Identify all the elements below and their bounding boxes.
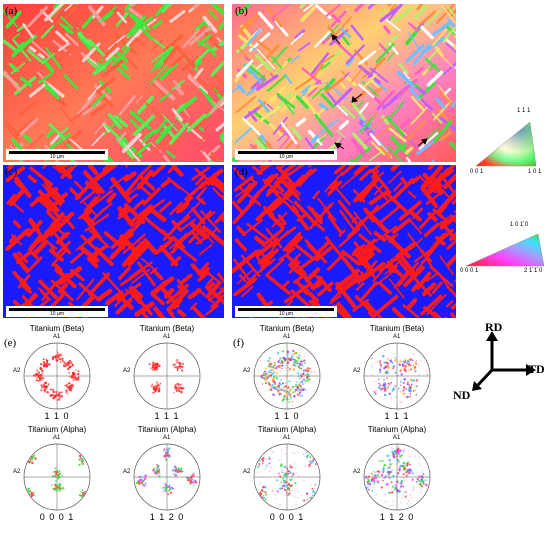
pole-figure-title: Titanium (Beta) — [259, 324, 315, 333]
pole-figure-a2-label: A2 — [353, 368, 361, 374]
ebsd-map-a — [3, 4, 224, 162]
ipf-legend-hex — [465, 233, 545, 267]
pole-figure-index: 1 1 0 — [274, 411, 300, 421]
panel-label-c: (c) — [5, 166, 18, 178]
pole-figure-a2-label: A2 — [123, 469, 131, 475]
pole-figure-a1-label: A1 — [283, 435, 291, 441]
pole-figure-a1-label: A1 — [53, 334, 61, 340]
scale-bar-text: 10 µm — [50, 154, 64, 160]
scale-bar-d: 10 µm — [235, 306, 337, 317]
sample-axes-icon — [472, 331, 536, 391]
ipf-hex-left-label: 0 0 0 1 — [460, 268, 479, 274]
scale-bar-text: 10 µm — [279, 154, 293, 160]
pole-figure-title: Titanium (Beta) — [29, 324, 85, 333]
pole-figure-index: 0 0 0 1 — [269, 512, 305, 522]
phase-map-c — [3, 165, 224, 318]
pole-figure-title: Titanium (Alpha) — [257, 425, 317, 434]
ipf-cubic-right-label: 1 0 1 — [528, 169, 542, 175]
panel-label-f: (f) — [233, 337, 244, 349]
scale-bar-b: 10 µm — [235, 149, 337, 160]
panel-label-b: (b) — [235, 5, 248, 17]
pole-figure-f-1 — [253, 342, 321, 410]
scale-bar-text: 10 µm — [50, 311, 64, 317]
pole-figure-f-2 — [363, 342, 431, 410]
ipf-legend-cubic — [475, 121, 537, 167]
pole-figure-index: 1 1 2 0 — [149, 512, 185, 522]
pole-figure-title: Titanium (Alpha) — [367, 425, 427, 434]
pole-figure-a2-label: A2 — [13, 368, 21, 374]
pole-figure-f-4 — [363, 443, 431, 511]
pole-figure-e-2 — [133, 342, 201, 410]
scale-bar-c: 10 µm — [6, 306, 108, 317]
pole-figure-a2-label: A2 — [243, 368, 251, 374]
pole-figure-a2-label: A2 — [353, 469, 361, 475]
axis-nd-label: ND — [453, 388, 471, 402]
pole-figure-f-3 — [253, 443, 321, 511]
panel-label-d: (d) — [235, 166, 248, 178]
phase-map-d — [232, 165, 456, 318]
pole-figure-index: 1 1 0 — [44, 411, 70, 421]
pole-figure-title: Titanium (Alpha) — [27, 425, 87, 434]
pole-figure-index: 1 1 1 — [384, 411, 410, 421]
panel-label-a: (a) — [5, 5, 18, 17]
scale-bar-a: 10 µm — [6, 149, 108, 160]
pole-figure-title: Titanium (Alpha) — [137, 425, 197, 434]
pole-figure-title: Titanium (Beta) — [369, 324, 425, 333]
ipf-hex-right-label: 2 1̄ 1̄ 0 — [524, 268, 543, 274]
pole-figure-a1-label: A1 — [283, 334, 291, 340]
pole-figure-index: 1 1 2 0 — [379, 512, 415, 522]
pole-figure-a1-label: A1 — [393, 334, 401, 340]
ipf-cubic-left-label: 0 0 1 — [470, 169, 484, 175]
pole-figure-index: 0 0 0 1 — [39, 512, 75, 522]
axis-td-label: TD — [528, 362, 545, 376]
pole-figure-e-1 — [23, 342, 91, 410]
pole-figure-a2-label: A2 — [123, 368, 131, 374]
pole-figure-a1-label: A1 — [53, 435, 61, 441]
ipf-hex-top-label: 1 0 1̄ 0 — [510, 222, 529, 228]
panel-label-e: (e) — [4, 337, 17, 349]
pole-figure-title: Titanium (Beta) — [139, 324, 195, 333]
pole-figure-a2-label: A2 — [243, 469, 251, 475]
pole-figure-a1-label: A1 — [163, 435, 171, 441]
pole-figure-a1-label: A1 — [163, 334, 171, 340]
pole-figure-e-4 — [133, 443, 201, 511]
scale-bar-text: 10 µm — [279, 311, 293, 317]
pole-figure-e-3 — [23, 443, 91, 511]
ebsd-map-b — [232, 4, 456, 162]
axis-rd-label: RD — [485, 320, 503, 334]
ipf-cubic-top-label: 1 1 1 — [517, 108, 531, 114]
pole-figure-a2-label: A2 — [13, 469, 21, 475]
pole-figure-index: 1 1 1 — [154, 411, 180, 421]
pole-figure-a1-label: A1 — [393, 435, 401, 441]
